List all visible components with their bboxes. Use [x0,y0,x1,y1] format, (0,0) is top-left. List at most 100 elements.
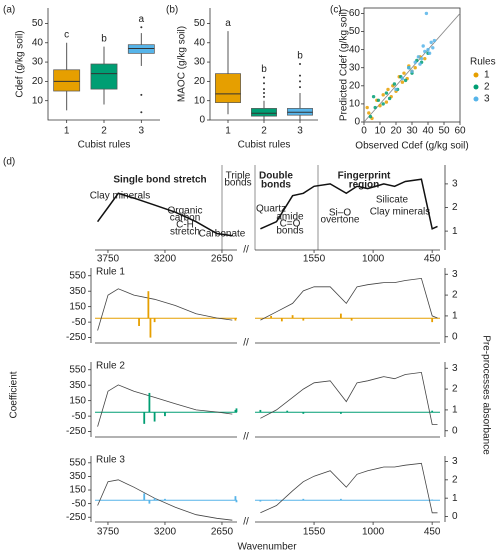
y-tick-label: 10 [194,95,206,106]
x-tick-label: 1 [225,126,231,137]
axis-break: // [243,432,249,443]
y2-tick-label: 3 [452,363,458,374]
y-tick-label: -250 [66,332,86,343]
coefficient-bar [270,315,273,319]
panel-label: (c) [330,5,342,16]
point [371,94,376,99]
x-tick-label: 450 [424,527,441,538]
x-tick-label: 3 [139,126,145,137]
x-tick-label: 0 [361,126,367,137]
significance-letter: a [225,18,231,29]
coefficient-bar [339,412,342,414]
coefficient-bar [431,318,434,323]
point [384,100,389,104]
outlier [140,26,143,29]
y2-tick-label: 2 [452,384,458,395]
coefficient-bar [280,318,283,322]
x-axis-label: Cubist rules [238,140,291,151]
y2-tick-label: 0 [452,425,458,436]
point [413,60,417,64]
point [373,105,377,110]
legend-label: 3 [484,94,490,105]
coefficient-bar [149,318,152,338]
y-tick-label: -250 [66,512,86,523]
coefficient-bar [234,318,237,321]
y-tick-label: 150 [69,301,86,312]
y-tick-label: 50 [349,26,361,37]
y2-tick-label: 2 [452,202,458,213]
y-tick-label: 550 [69,364,86,375]
x-tick-label: 3200 [154,254,177,265]
x-tick-label: 20 [390,126,402,137]
coefficient-bar [147,291,150,319]
x-tick-label: 3750 [97,254,120,265]
y-axis-label: MAOC (g/kg soil) [177,26,188,102]
x-tick-label: 30 [406,126,418,137]
point [386,87,390,92]
coefficient-bar [302,498,305,501]
outlier [140,111,143,114]
y-tick-label: 10 [349,99,361,110]
y-tick-label: 30 [194,57,206,68]
x-tick-label: 3750 [97,527,120,538]
coefficient-bar [164,498,166,501]
y2-tick-label: 1 [452,405,458,416]
point [416,55,421,59]
outlier [263,88,265,91]
axis-break: // [243,517,249,528]
x-tick-label: 60 [454,126,466,137]
coefficient-bar [339,498,342,501]
x-axis-label: Observed Cdef (g/kg soil) [355,141,468,152]
y-tick-label: 150 [69,485,86,496]
y-tick-label: -50 [72,411,87,422]
annotation: carbon [170,213,201,224]
annotation: Silicate [376,195,409,206]
y-tick-label: 60 [349,8,361,19]
box [90,63,118,90]
point [394,87,398,92]
point [427,51,432,55]
outlier [299,86,301,89]
outlier [263,76,265,79]
outlier [299,63,301,65]
x-axis-label: Wavenumber [237,542,297,553]
spectrum-line [97,371,438,427]
annotation: C=O [280,219,301,230]
spectrum-line [97,277,438,331]
coefficient-bar [234,409,237,413]
annotation: C-H [176,220,194,231]
annotation: Triple [226,171,251,182]
x-axis-label: Cubist rules [78,140,131,151]
annotation: stretch [170,227,200,238]
coefficient-bar [148,392,151,413]
point [387,96,392,101]
axis-line [47,8,160,121]
y-axis-label: Coefficient [9,371,20,418]
outlier [299,74,301,77]
significance-letter: c [64,29,69,40]
coefficient-bar [234,496,237,501]
y-tick-label: 10 [32,95,44,106]
x-tick-label: 50 [438,126,450,137]
point [426,47,430,52]
legend-title: Rules [470,57,496,68]
legend-swatch [473,72,479,78]
annotation: Clay minerals [370,207,431,218]
coefficient-bar [339,313,342,319]
panel-label: (a) [3,5,15,16]
point [418,62,422,66]
coefficient-bar [286,410,289,413]
coefficient-bar [350,318,353,321]
y-tick-label: 0 [354,117,360,128]
point [402,71,406,75]
y2-tick-label: 2 [452,290,458,301]
point [378,104,382,108]
annotation: Clay minerals [90,191,151,202]
significance-letter: b [101,33,107,44]
coefficient-bar [138,318,140,326]
annotation: Fingerprint [338,171,391,182]
x-tick-label: 1000 [362,254,385,265]
x-tick-label: 3200 [154,527,177,538]
y-tick-label: 350 [69,471,86,482]
